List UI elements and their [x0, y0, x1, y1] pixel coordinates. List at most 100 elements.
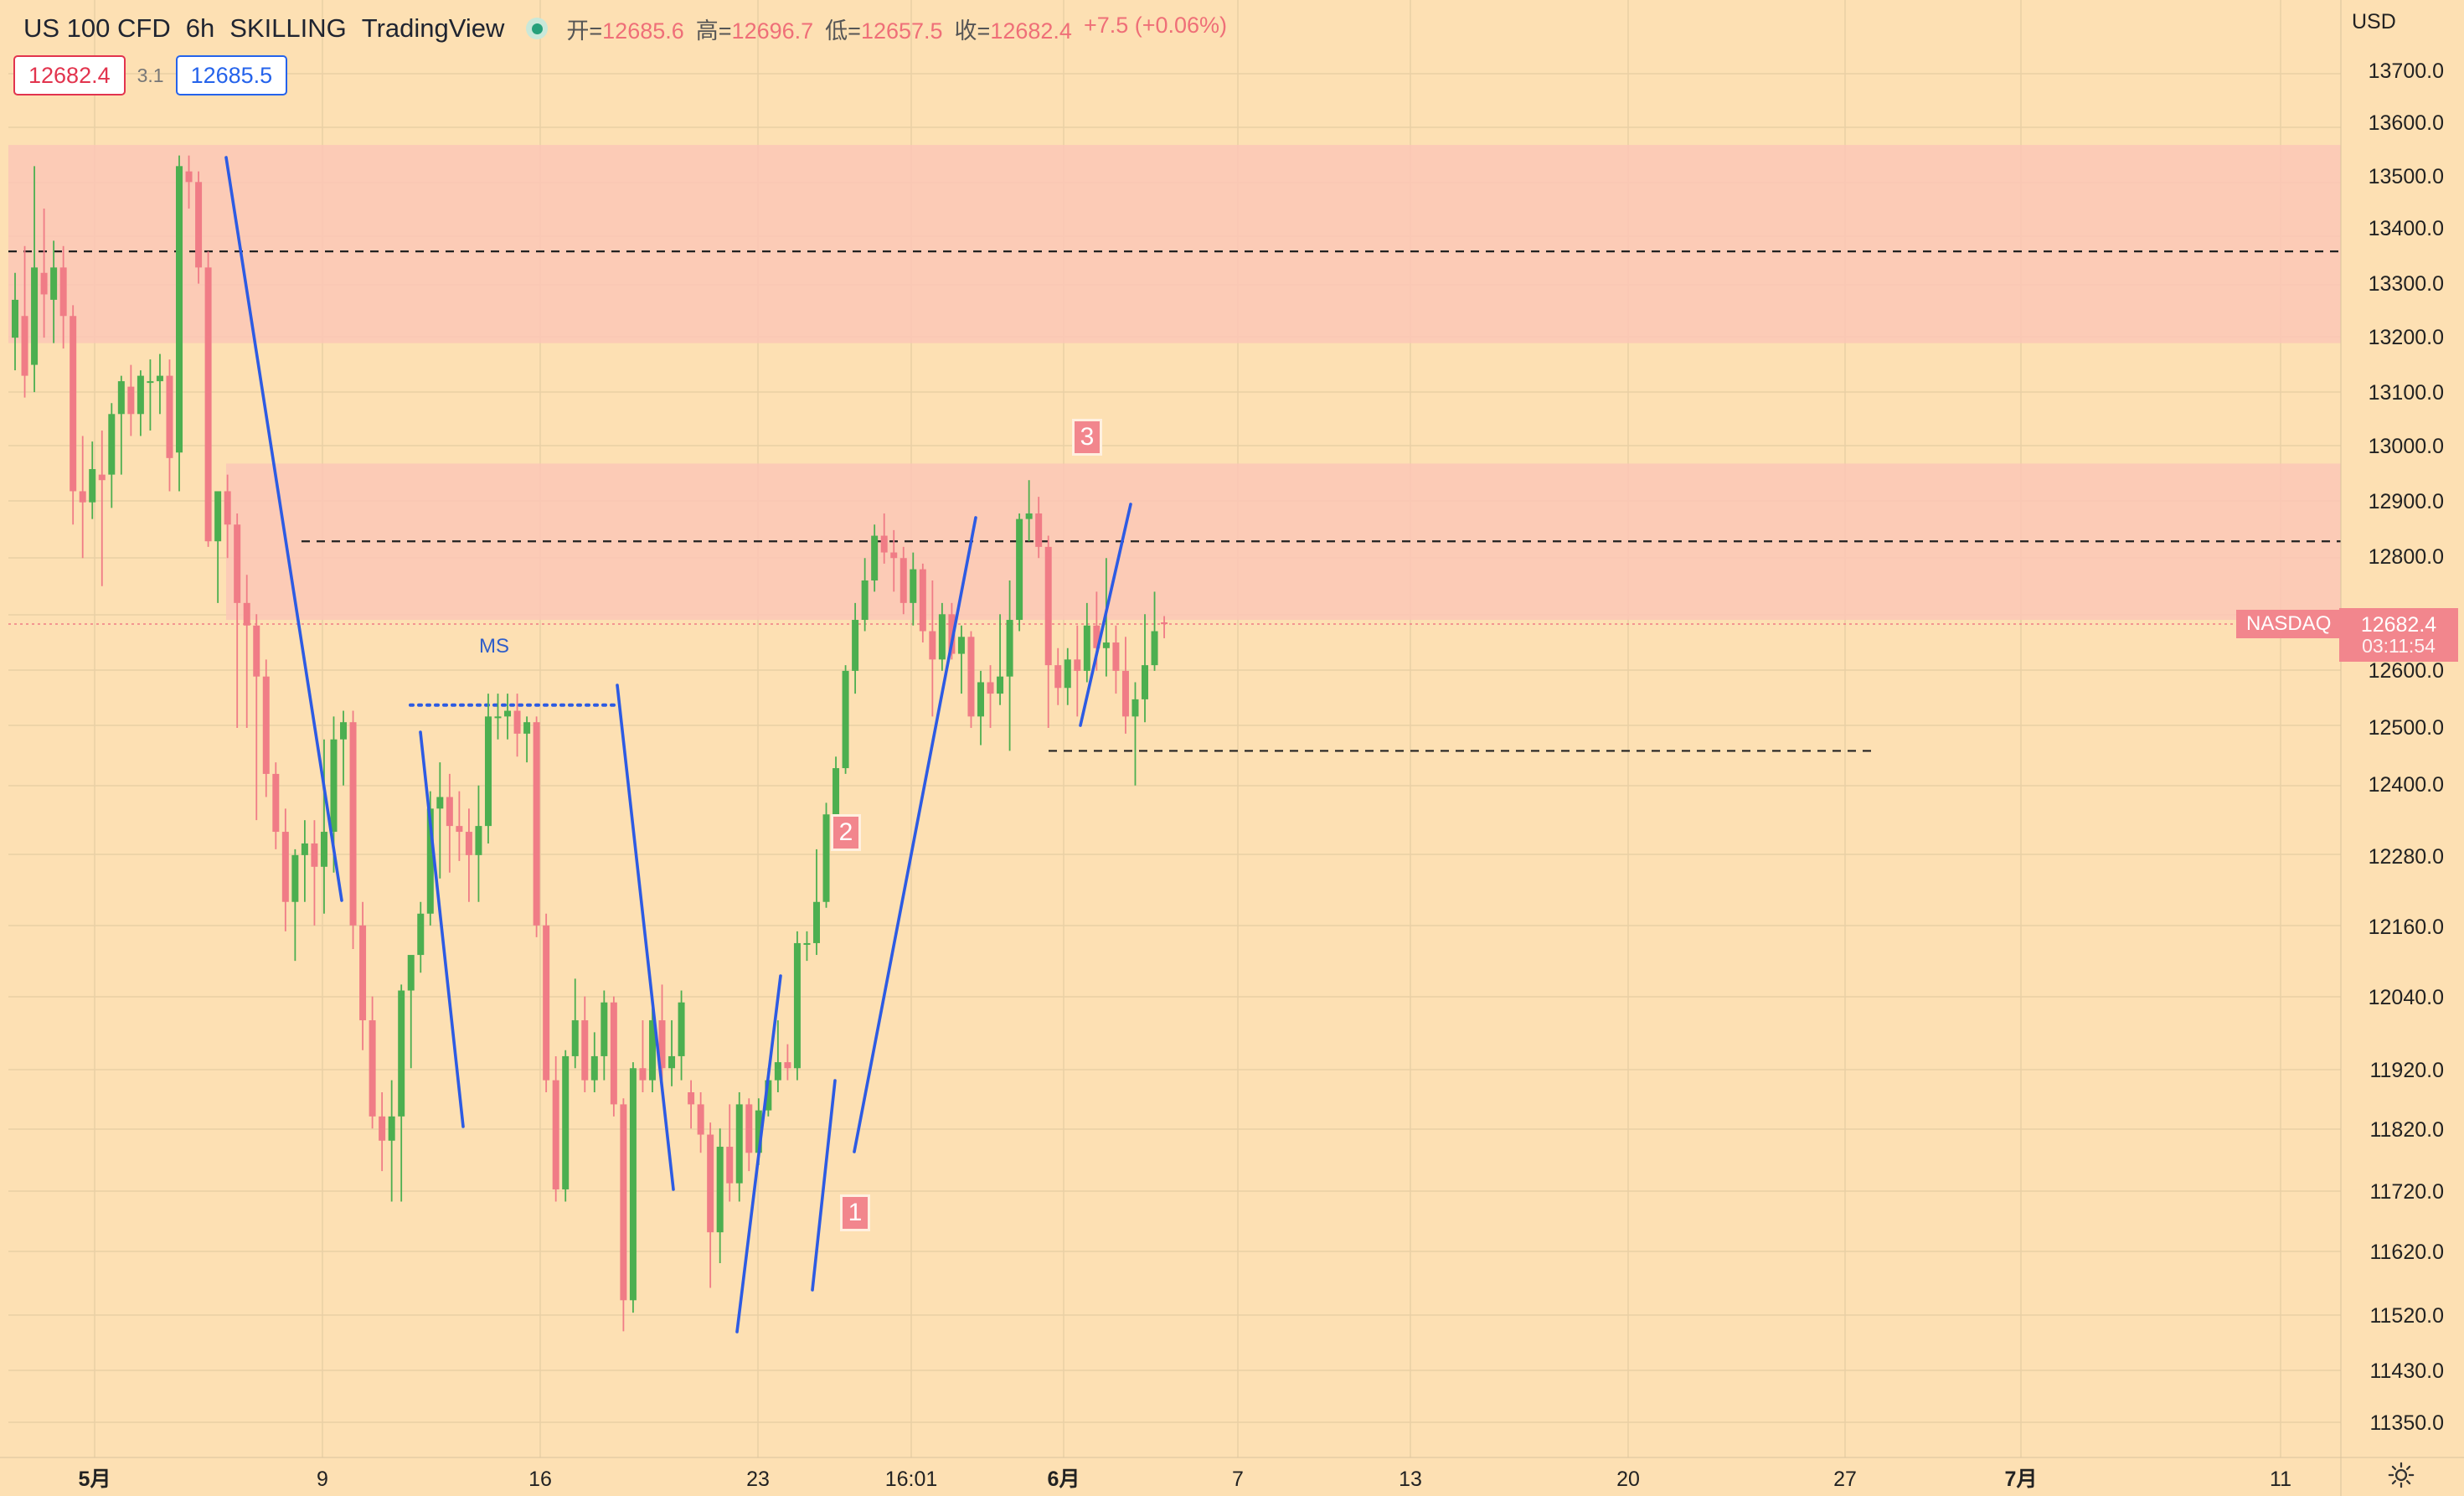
candle-body [147, 381, 154, 384]
candle-body [590, 1055, 598, 1081]
candle-body [716, 1147, 724, 1233]
price-tick-label: 13300.0 [2369, 272, 2444, 296]
price-tick-label: 13400.0 [2369, 217, 2444, 240]
candle [707, 1122, 714, 1288]
interval-label[interactable]: 6h [185, 13, 215, 43]
platform-label: TradingView [361, 13, 505, 43]
price-tick-label: 12500.0 [2369, 716, 2444, 740]
sell-button[interactable]: 12682.4 [13, 55, 126, 95]
candle [379, 1092, 386, 1172]
candle [31, 166, 39, 393]
candle [1142, 614, 1149, 723]
candle-body [562, 1055, 570, 1189]
candle-body [755, 1110, 762, 1153]
time-tick-label: 7 [1232, 1468, 1244, 1491]
candle [79, 436, 86, 559]
candle-body [1093, 625, 1101, 648]
wave-label-2[interactable]: 2 [831, 814, 861, 851]
candle-body [812, 901, 820, 943]
candle-body [1035, 513, 1043, 547]
candle [456, 791, 463, 861]
candle-body [707, 1134, 714, 1233]
candle-body [456, 826, 463, 833]
candle-body [871, 535, 879, 581]
ms-label[interactable]: MS [479, 635, 509, 658]
time-tick-label: 23 [746, 1468, 770, 1491]
candle [311, 820, 318, 926]
bar-countdown: 03:11:54 [2362, 635, 2436, 658]
candle-body [108, 414, 116, 475]
price-tick-label: 11520.0 [2369, 1304, 2444, 1328]
candle [697, 1092, 704, 1153]
time-tick-label: 20 [1616, 1468, 1640, 1491]
time-tick-label: 5月 [79, 1468, 111, 1491]
candle [910, 552, 917, 626]
candle [648, 1008, 656, 1093]
wave-label-3[interactable]: 3 [1072, 419, 1102, 456]
candle-body [629, 1068, 637, 1301]
symbol-name[interactable]: US 100 CFD [23, 13, 171, 43]
candle [533, 716, 540, 937]
candle [137, 370, 144, 436]
price-tick-label: 12800.0 [2369, 545, 2444, 569]
candle [504, 694, 512, 740]
trend-line-4 [735, 974, 782, 1334]
candle-body [379, 1116, 386, 1141]
candle-body [601, 1002, 608, 1056]
candle [620, 1098, 627, 1332]
last-price-label: 12682.4 03:11:54 [2339, 608, 2458, 662]
price-tick-label: 13500.0 [2369, 165, 2444, 188]
candle-body [1074, 659, 1081, 671]
buy-button[interactable]: 12685.5 [175, 55, 288, 95]
candle [977, 670, 984, 745]
candle-body [533, 722, 540, 926]
candle-body [784, 1062, 791, 1069]
candle-body [688, 1092, 695, 1105]
candle-body [504, 710, 512, 717]
candle-body [822, 814, 830, 902]
candle [938, 602, 946, 671]
candle-body [513, 710, 521, 734]
candle-body [204, 267, 212, 542]
candle-body [359, 925, 367, 1021]
price-tick-label: 12160.0 [2369, 916, 2444, 939]
candle [398, 984, 405, 1202]
price-tick-label: 12400.0 [2369, 773, 2444, 797]
candle [1006, 580, 1013, 751]
symbol-legend: US 100 CFD 6h SKILLING TradingView 开=126… [23, 10, 1227, 47]
candle-body [243, 602, 250, 626]
candle [1035, 497, 1043, 559]
gear-icon[interactable] [2387, 1461, 2415, 1489]
low-value: 12657.5 [860, 18, 943, 44]
candle [1151, 591, 1158, 671]
candle-body [919, 569, 926, 632]
candle [117, 375, 125, 475]
candle-body [668, 1055, 676, 1069]
currency-selector[interactable]: USD [2352, 10, 2396, 34]
candle-body [1064, 659, 1071, 689]
candle [900, 546, 907, 615]
candle-body [426, 808, 434, 914]
candle-body [59, 267, 67, 317]
candle-body [12, 299, 18, 338]
wave-label-1[interactable]: 1 [840, 1194, 870, 1231]
candle-body [156, 375, 163, 382]
candle-body [195, 182, 203, 268]
candle [601, 990, 608, 1081]
candle [243, 575, 250, 729]
candle [369, 996, 376, 1129]
close-label: 收= [954, 18, 991, 44]
candle [214, 491, 222, 603]
candle [234, 513, 241, 729]
candle-body [137, 375, 144, 415]
candle [204, 251, 212, 547]
candle-body [1142, 665, 1149, 699]
market-status-icon[interactable] [526, 18, 549, 39]
trend-line-2 [419, 730, 465, 1128]
candle-body [929, 631, 936, 660]
candle-body [948, 614, 956, 654]
candle-body [1025, 513, 1033, 519]
candle [176, 155, 183, 492]
